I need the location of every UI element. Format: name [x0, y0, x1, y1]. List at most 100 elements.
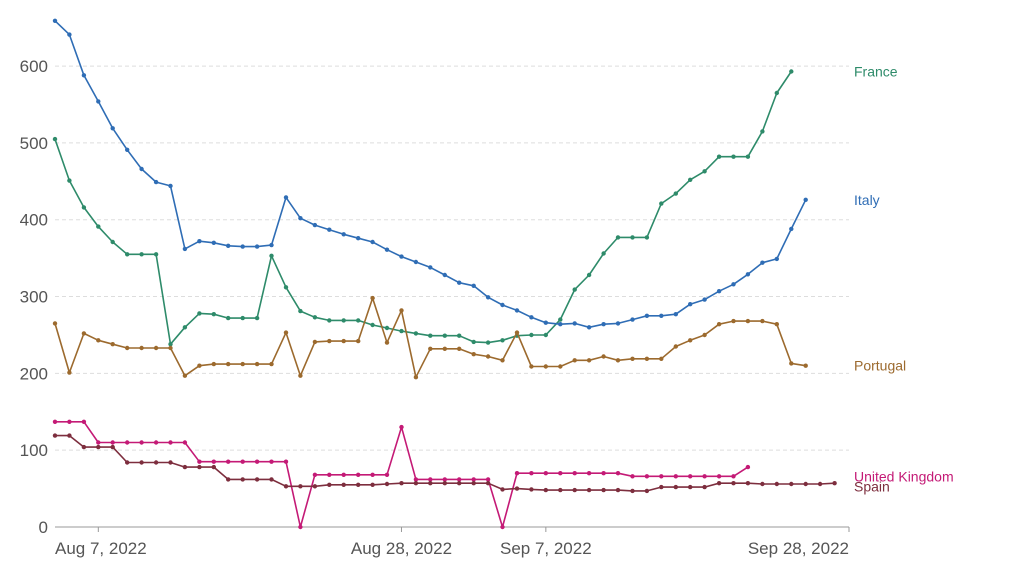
data-point-italy	[558, 322, 563, 327]
data-point-france	[67, 178, 72, 183]
data-point-spain	[153, 460, 159, 465]
data-point-united-kingdom	[226, 459, 231, 464]
data-point-portugal	[240, 361, 245, 367]
data-point-spain	[745, 481, 751, 486]
data-point-portugal	[760, 318, 765, 324]
data-point-spain	[543, 487, 548, 493]
data-point-united-kingdom	[615, 471, 621, 476]
data-point-portugal	[615, 358, 621, 363]
data-point-italy	[125, 147, 130, 152]
data-point-spain	[558, 487, 563, 493]
data-point-united-kingdom	[96, 440, 101, 445]
y-tick-label: 600	[20, 57, 48, 76]
data-point-portugal	[283, 330, 289, 335]
data-point-italy	[745, 272, 751, 277]
data-point-france	[485, 340, 491, 345]
data-point-spain	[96, 444, 101, 450]
series-line-italy	[54, 20, 807, 329]
data-point-portugal	[442, 346, 447, 351]
data-point-italy	[197, 239, 202, 244]
data-point-united-kingdom	[457, 477, 462, 482]
data-point-italy	[96, 99, 101, 104]
data-point-france	[399, 328, 404, 334]
data-point-united-kingdom	[442, 477, 447, 482]
data-point-united-kingdom	[529, 471, 534, 476]
series-line-united-kingdom	[55, 420, 749, 528]
data-point-united-kingdom	[630, 474, 635, 479]
data-point-france	[312, 315, 318, 320]
data-point-portugal	[514, 330, 520, 335]
series-label-france: France	[854, 63, 898, 79]
data-point-portugal	[644, 356, 650, 361]
data-point-united-kingdom	[67, 419, 72, 424]
data-point-italy	[803, 197, 808, 202]
data-point-italy	[110, 126, 115, 131]
data-point-portugal	[197, 363, 202, 368]
data-point-spain	[327, 482, 332, 487]
data-point-portugal	[457, 346, 462, 351]
data-point-italy	[485, 295, 491, 300]
data-point-spain	[471, 481, 476, 486]
data-point-portugal	[702, 332, 707, 338]
data-point-spain	[341, 482, 346, 487]
data-point-france	[327, 318, 332, 323]
data-point-united-kingdom	[269, 459, 274, 464]
data-point-spain	[702, 484, 707, 490]
series-group	[52, 18, 837, 530]
data-point-portugal	[399, 308, 404, 313]
data-point-united-kingdom	[471, 477, 476, 482]
data-point-italy	[226, 243, 231, 248]
data-point-spain	[529, 487, 534, 492]
data-point-united-kingdom	[254, 459, 260, 464]
data-point-spain	[442, 481, 447, 486]
data-point-spain	[211, 464, 216, 470]
data-point-united-kingdom	[240, 459, 245, 464]
data-point-portugal	[110, 342, 115, 347]
data-point-france	[283, 285, 289, 290]
data-point-united-kingdom	[586, 471, 592, 476]
data-point-united-kingdom	[182, 440, 188, 445]
data-point-italy	[716, 289, 722, 294]
data-point-france	[716, 154, 722, 159]
y-tick-label: 300	[20, 288, 48, 307]
data-point-spain	[817, 481, 823, 487]
data-point-portugal	[81, 331, 87, 336]
data-point-spain	[168, 460, 173, 465]
data-point-portugal	[630, 356, 635, 361]
data-point-france	[442, 333, 447, 338]
data-point-spain	[774, 481, 779, 487]
data-point-france	[341, 318, 346, 323]
data-point-france	[413, 331, 419, 336]
data-point-italy	[428, 265, 433, 270]
data-point-spain	[110, 444, 115, 450]
data-point-france	[774, 90, 779, 96]
data-point-portugal	[500, 358, 505, 363]
data-point-united-kingdom	[688, 474, 693, 479]
data-point-france	[457, 333, 462, 338]
data-point-italy	[615, 321, 621, 326]
data-point-portugal	[803, 363, 808, 368]
data-point-italy	[384, 247, 390, 252]
data-point-italy	[139, 166, 144, 172]
data-point-spain	[716, 481, 722, 486]
data-point-france	[601, 251, 606, 256]
data-point-italy	[702, 297, 707, 302]
data-point-italy	[659, 313, 664, 318]
data-point-france	[731, 154, 736, 159]
data-point-spain	[370, 482, 375, 487]
data-point-portugal	[96, 338, 101, 343]
data-point-portugal	[659, 356, 664, 361]
data-point-italy	[457, 280, 462, 285]
data-point-united-kingdom	[745, 464, 751, 470]
data-point-portugal	[688, 338, 693, 343]
data-point-italy	[211, 240, 216, 245]
data-point-portugal	[731, 318, 736, 324]
data-point-france	[471, 339, 476, 345]
data-point-united-kingdom	[601, 471, 606, 476]
data-point-spain	[197, 464, 202, 470]
data-point-united-kingdom	[52, 419, 58, 424]
data-point-spain	[52, 433, 58, 438]
y-tick-label: 200	[20, 364, 48, 383]
data-point-portugal	[153, 345, 159, 351]
